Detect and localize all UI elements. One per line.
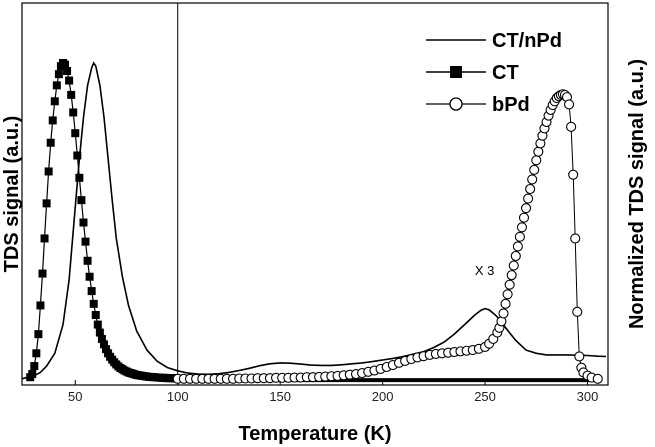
data-point-bpd [527,174,538,185]
data-point-ct [40,234,49,243]
annotation-x3: X 3 [475,263,495,278]
series-line-bpd [177,93,598,380]
data-point-bpd [504,279,515,290]
data-point-ct [65,76,74,85]
data-point-ct [50,97,59,106]
data-point-bpd [574,351,585,362]
legend-marker-bpd [449,97,463,111]
data-point-bpd [506,270,517,281]
legend-label-ct: CT [492,62,519,84]
data-point-ct [46,138,55,147]
data-point-bpd [525,183,536,195]
x-axis-title: Temperature (K) [239,423,392,445]
data-point-bpd [566,121,577,132]
data-point-bpd [516,222,527,233]
data-point-ct [34,330,43,339]
legend-item-ct: CT [426,62,519,84]
data-point-ct [42,199,51,208]
data-point-ct [63,66,72,75]
data-point-ct [85,272,94,281]
data-point-ct [73,151,82,160]
x-tick-label: 200 [372,389,394,404]
data-point-ct [44,167,53,176]
series-line-ct [29,62,178,380]
data-point-ct [36,301,45,310]
data-point-ct [91,311,100,320]
data-point-ct [93,320,102,329]
data-point-ct [71,129,80,138]
data-point-bpd [498,308,509,319]
data-point-ct [83,256,92,265]
data-point-bpd [570,233,581,244]
data-point-bpd [514,231,525,242]
legend-item-ctnpd: CT/nPd [426,30,562,52]
data-point-bpd [508,260,519,271]
legend-label-bpd: bPd [492,94,530,116]
legend-label-ctnpd: CT/nPd [492,30,562,52]
plot-frame [21,2,609,386]
data-point-ct [99,340,108,349]
data-point-ct [52,81,61,90]
data-point-bpd [518,212,530,223]
data-point-bpd [564,99,575,110]
data-point-ct [97,334,106,343]
y2-axis-title: Normalized TDS signal (a.u.) [626,59,648,329]
data-point-bpd [572,306,583,317]
data-point-bpd [510,250,521,262]
data-point-bpd [529,164,540,175]
legend-marker-ct [450,66,462,78]
data-point-ct [89,299,98,308]
data-point-ct [61,60,70,69]
data-point-ct [54,70,63,79]
data-point-ct [77,196,86,205]
x-tick-label: 250 [474,389,496,404]
data-point-ct [87,287,96,296]
data-point-ct [79,218,88,227]
legend-item-bpd: bPd [426,94,530,116]
x-tick-label: 50 [68,389,82,404]
data-point-bpd [533,146,544,157]
data-point-ct [75,173,84,182]
y-axis-title: TDS signal (a.u.) [1,116,23,273]
data-point-ct [30,362,39,371]
series-line-ctnpd [21,61,607,380]
x-tick-label: 100 [167,389,189,404]
data-point-ct [95,328,104,337]
x-tick-label: 150 [269,389,291,404]
x-axis-ticks: 50 100 150 200 250 300 [68,380,598,404]
x-tick-label: 300 [577,389,599,404]
data-point-ct [81,237,90,246]
data-point-ct [28,370,37,379]
data-point-bpd [502,289,513,300]
legend: CT/nPd CT bPd [426,30,562,116]
series-layer [21,59,607,384]
data-point-bpd [592,373,603,384]
data-point-ct [38,269,47,278]
data-point-ct [67,90,76,99]
data-point-bpd [500,298,511,309]
data-point-ct [102,345,111,354]
data-point-bpd [520,203,532,214]
data-point-bpd [512,241,523,252]
data-point-bpd [523,193,534,204]
data-point-ct [32,349,41,358]
data-point-bpd [531,155,542,166]
data-point-bpd [568,169,579,180]
data-point-ct [69,108,78,117]
data-point-ct [48,116,57,125]
